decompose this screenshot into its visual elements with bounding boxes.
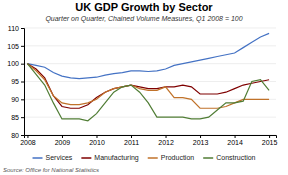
x-tick: 2008 — [20, 135, 36, 146]
x-tick-mark — [200, 135, 201, 138]
x-tick-mark — [235, 135, 236, 138]
x-tick: 2014 — [227, 135, 243, 146]
y-axis-line — [21, 29, 25, 136]
x-tick-label: 2013 — [193, 139, 209, 146]
grid-line — [24, 63, 276, 64]
y-tick: 85 — [11, 114, 24, 121]
x-tick: 2013 — [193, 135, 209, 146]
series-line — [27, 64, 269, 109]
x-tick: 2012 — [158, 135, 174, 146]
x-axis-line — [25, 136, 277, 139]
series-line — [27, 64, 269, 109]
y-tick-label: 100 — [7, 60, 19, 67]
y-tick-mark — [21, 82, 24, 83]
y-tick-mark — [21, 46, 24, 47]
source: Source: Office for National Statistics — [3, 167, 99, 173]
legend-item: Production — [148, 154, 195, 161]
series-line — [27, 33, 269, 78]
x-tick-label: 2011 — [124, 139, 139, 146]
x-tick-mark — [166, 135, 167, 138]
x-tick-label: 2010 — [89, 139, 105, 146]
title: UK GDP Growth by Sector — [75, 1, 213, 13]
y-tick-label: 105 — [7, 43, 19, 50]
legend-item: Services — [33, 154, 73, 161]
grid-line — [24, 45, 276, 46]
legend-label: Services — [46, 154, 73, 161]
grid-line — [24, 28, 276, 29]
x-tick-label: 2015 — [262, 139, 278, 146]
legend: Services Manufacturing Production Construct… — [33, 154, 256, 162]
x-tick-label: 2009 — [55, 139, 71, 146]
x-axis: 2008 2009 2010 2011 2012 2013 2014 2015 — [20, 135, 277, 146]
grid — [24, 28, 276, 135]
plot-area — [27, 33, 269, 120]
x-tick-mark — [131, 135, 132, 138]
legend-item: Manufacturing — [81, 154, 138, 162]
y-tick-label: 110 — [8, 25, 19, 32]
grid-line — [24, 81, 276, 82]
x-tick-label: 2008 — [20, 139, 36, 146]
x-tick-label: 2014 — [227, 139, 243, 146]
y-tick-label: 85 — [11, 114, 19, 121]
x-tick-mark — [269, 135, 270, 138]
y-tick-mark — [21, 28, 24, 29]
legend-swatch — [148, 157, 158, 159]
legend-label: Production — [161, 154, 195, 161]
y-tick: 100 — [7, 60, 24, 67]
y-tick-label: 80 — [11, 132, 19, 139]
y-tick-mark — [21, 117, 24, 118]
x-tick-mark — [62, 135, 63, 138]
y-tick-label: 90 — [11, 96, 19, 103]
subtitle: Quarter on Quarter, Chained Volume Measu… — [45, 15, 242, 23]
x-tick: 2009 — [55, 135, 71, 146]
y-tick-label: 95 — [11, 78, 19, 85]
y-tick: 110 — [8, 25, 24, 32]
legend-label: Manufacturing — [94, 154, 138, 162]
y-tick: 80 — [11, 132, 24, 139]
grid-line — [24, 99, 276, 100]
chart: UK GDP Growth by Sector Quarter on Quarte… — [0, 0, 288, 175]
legend-label: Construction — [216, 154, 255, 161]
y-tick-mark — [21, 64, 24, 65]
legend-item: Construction — [203, 154, 255, 161]
x-tick-mark — [96, 135, 97, 138]
legend-swatch — [203, 157, 213, 159]
x-tick-label: 2012 — [158, 139, 174, 146]
x-tick-mark — [27, 135, 28, 138]
y-axis: 80 85 90 95 100 105 110 — [7, 25, 24, 139]
legend-swatch — [33, 157, 43, 159]
series-line — [27, 64, 269, 121]
y-tick: 105 — [7, 43, 24, 50]
x-tick: 2015 — [262, 135, 278, 146]
y-tick: 95 — [11, 78, 24, 85]
y-tick-mark — [21, 99, 24, 100]
y-tick-mark — [21, 135, 24, 136]
y-tick: 90 — [11, 96, 24, 103]
legend-swatch — [81, 157, 91, 159]
x-tick: 2010 — [89, 135, 105, 146]
x-tick: 2011 — [124, 135, 139, 146]
